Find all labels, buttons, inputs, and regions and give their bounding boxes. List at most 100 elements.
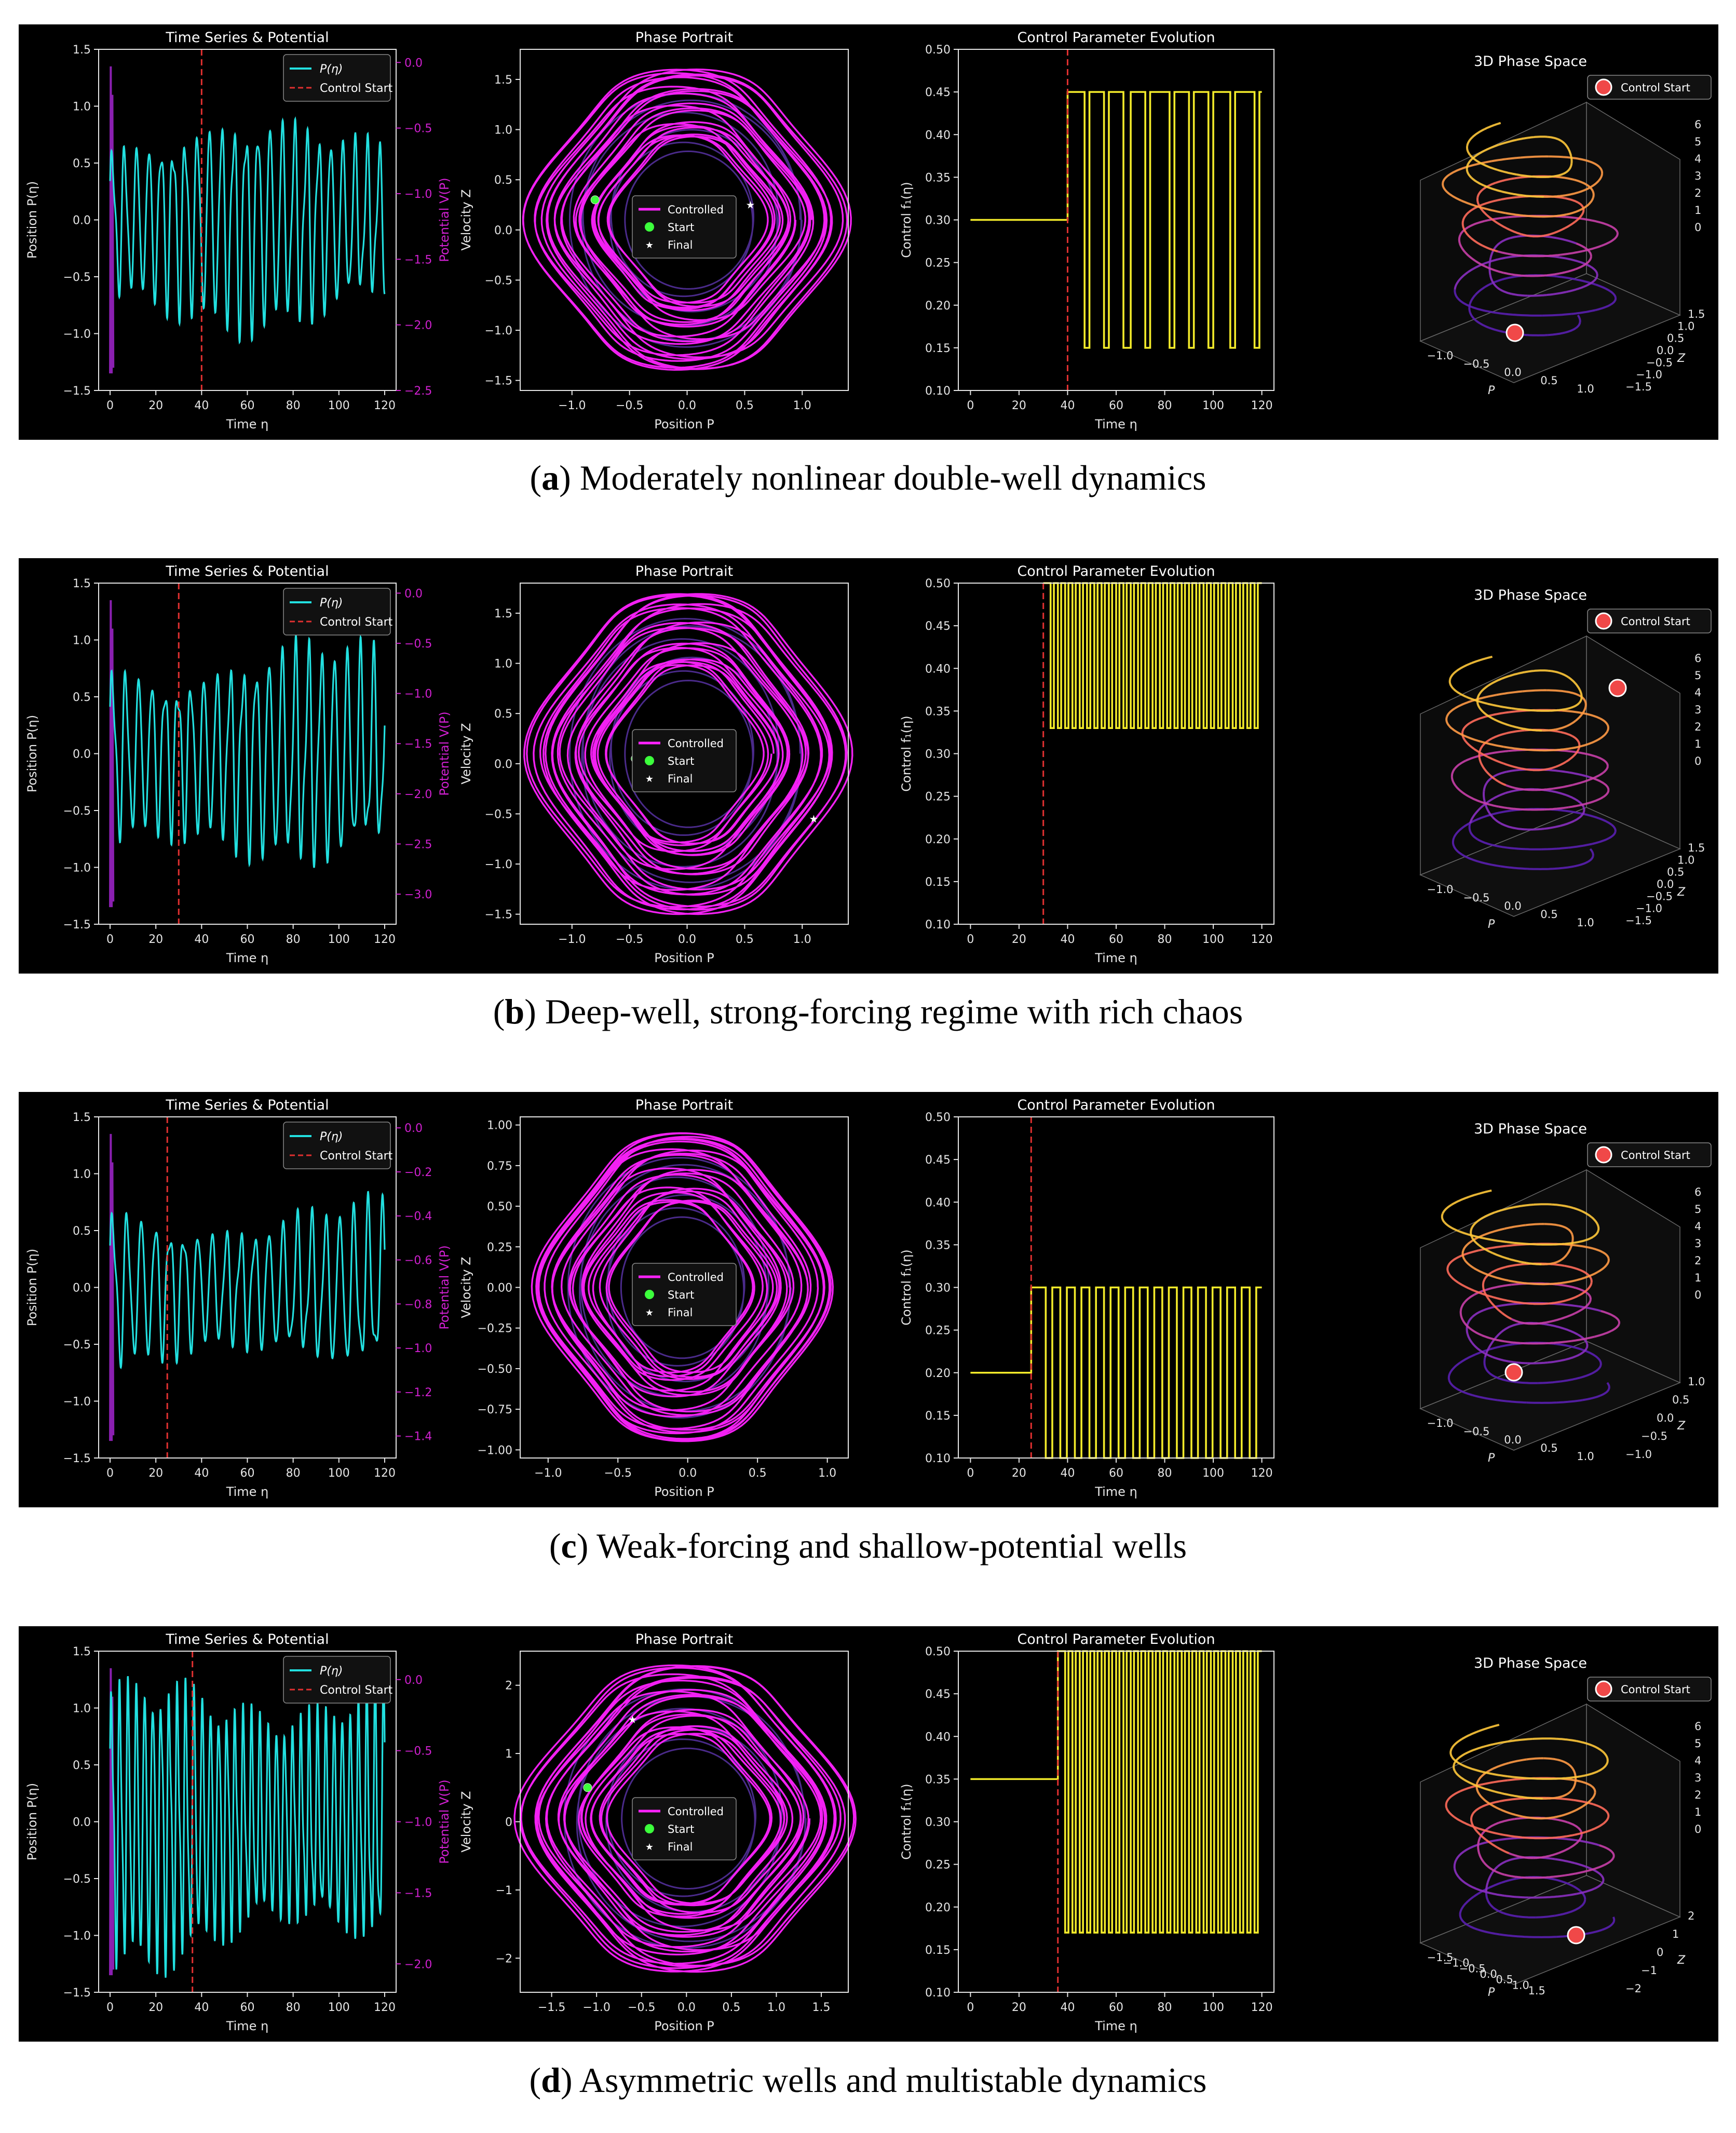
3d-trajectory-segment xyxy=(1493,1331,1502,1341)
x-tick-label: 60 xyxy=(240,1467,255,1480)
y-tick-label: −1.0 xyxy=(63,862,91,875)
y-tick-label: 0.45 xyxy=(925,1154,951,1167)
3d-trajectory-segment xyxy=(1453,846,1463,856)
y-tick-label: 1.0 xyxy=(73,634,91,647)
x-tick-label: 60 xyxy=(240,2001,255,2014)
3d-trajectory-segment xyxy=(1483,750,1509,756)
3d-trajectory-segment xyxy=(1463,1778,1482,1789)
3d-trajectory-segment xyxy=(1487,1801,1501,1811)
y-tick-label: 0.5 xyxy=(1667,332,1684,345)
3d-trajectory-segment xyxy=(1457,297,1469,307)
x-tick-label: 0 xyxy=(967,399,974,412)
3d-trajectory-segment xyxy=(1471,1236,1480,1247)
3d-trajectory-segment xyxy=(1459,1311,1464,1320)
y-tick-label: −1.0 xyxy=(404,688,432,701)
3d-trajectory-segment xyxy=(1498,805,1521,811)
control-start-marker xyxy=(1567,1926,1585,1945)
3d-trajectory-segment xyxy=(1456,662,1472,672)
3d-trajectory-segment xyxy=(1457,1230,1480,1238)
3d-trajectory-segment xyxy=(1482,182,1496,191)
3d-trajectory-segment xyxy=(1554,275,1577,281)
3d-trajectory-segment xyxy=(1559,672,1569,679)
3d-trajectory-segment xyxy=(1542,313,1571,317)
y-tick-label: −0.5 xyxy=(404,1745,432,1758)
phase-space-3d-panel: 3D Phase Space6543210−1.0−0.50.00.51.01.… xyxy=(1419,53,1712,397)
y-tick-label: −0.6 xyxy=(404,1254,432,1267)
z-tick-label: 3 xyxy=(1694,1237,1701,1250)
control-parameter-panel: Control Parameter Evolution 0 20 40 60 80 100 1… xyxy=(899,1097,1274,1499)
3d-trajectory-segment xyxy=(1453,1761,1456,1772)
3d-trajectory-segment xyxy=(1543,825,1561,830)
3d-trajectory-segment xyxy=(1535,787,1554,791)
x-tick-label: 1.5 xyxy=(1528,1985,1545,1997)
y-tick-label: 0.40 xyxy=(925,663,951,676)
3d-trajectory-segment xyxy=(1526,728,1542,732)
3d-trajectory-segment xyxy=(1595,284,1611,292)
y-tick-label: 1.0 xyxy=(494,124,512,137)
3d-trajectory-segment xyxy=(1472,1805,1483,1815)
y-tick-label: 0.15 xyxy=(925,342,951,355)
3d-trajectory-segment xyxy=(1442,173,1450,184)
3d-trajectory-segment xyxy=(1478,1793,1488,1803)
figure-row-d: Time Series & Potential 0 20 40 60 80 100 120 1.… xyxy=(19,1626,1718,2042)
3d-trajectory-segment xyxy=(1486,1821,1499,1830)
3d-trajectory-segment xyxy=(1460,199,1482,209)
3d-trajectory-segment xyxy=(1478,754,1482,764)
3d-trajectory-segment xyxy=(1580,1899,1586,1907)
x-tick-label: 60 xyxy=(1109,933,1123,946)
axes-title: Phase Portrait xyxy=(635,1631,733,1648)
3d-trajectory-segment xyxy=(1492,844,1515,849)
3d-trajectory-segment xyxy=(1548,331,1565,336)
3d-trajectory-segment xyxy=(1510,1835,1534,1839)
y-tick-label: 0.0 xyxy=(494,758,512,771)
3d-trajectory-segment xyxy=(1509,228,1522,236)
3d-trajectory-segment xyxy=(1582,1394,1601,1401)
y-tick-label: −0.4 xyxy=(404,1210,432,1223)
3d-trajectory-segment xyxy=(1494,718,1510,726)
3d-trajectory-segment xyxy=(1470,151,1483,161)
3d-trajectory-segment xyxy=(1615,1316,1620,1325)
3d-trajectory-segment xyxy=(1485,1839,1498,1848)
axis-label: Velocity Z xyxy=(459,723,473,784)
legend-swatch-final: ★ xyxy=(645,1307,654,1318)
3d-trajectory-segment xyxy=(1546,768,1570,774)
3d-trajectory-segment xyxy=(1478,1723,1500,1732)
3d-trajectory-segment xyxy=(1557,138,1566,144)
3d-trajectory-segment xyxy=(1491,809,1512,816)
x-tick-label: 0.5 xyxy=(1540,1442,1557,1454)
3d-trajectory-segment xyxy=(1473,748,1488,758)
z-tick-label: 5 xyxy=(1694,136,1701,148)
3d-trajectory-segment xyxy=(1508,1279,1529,1285)
3d-trajectory-segment xyxy=(1549,1281,1568,1285)
3d-trajectory-segment xyxy=(1493,771,1507,778)
x-tick-label: 80 xyxy=(1158,933,1172,946)
phase-space-3d-panel: 3D Phase Space6543210−1.0−0.50.00.51.01.… xyxy=(1419,1121,1712,1465)
3d-trajectory-segment xyxy=(1594,1330,1612,1338)
control-start-marker xyxy=(1504,1363,1523,1382)
axis-label: Time η xyxy=(226,417,269,431)
3d-trajectory-segment xyxy=(1564,327,1577,334)
figure-row-c: Time Series & Potential 0 20 40 60 80 100 120 1.… xyxy=(19,1092,1718,1507)
x-tick-label: 1.0 xyxy=(1577,383,1594,395)
3d-trajectory-segment xyxy=(1505,789,1520,794)
y-tick-label: 1.5 xyxy=(1688,842,1705,854)
y-tick-label: −1.00 xyxy=(478,1444,512,1457)
3d-trajectory-segment xyxy=(1463,739,1475,750)
3d-trajectory-segment xyxy=(1566,1788,1574,1795)
x-tick-label: 60 xyxy=(1109,2001,1123,2014)
z-tick-label: 0 xyxy=(1694,221,1701,234)
caption-text: Weak-forcing and shallow-potential wells xyxy=(596,1526,1187,1565)
3d-trajectory-segment xyxy=(1540,272,1559,277)
x-tick-label: 80 xyxy=(286,933,301,946)
3d-trajectory-segment xyxy=(1585,1341,1589,1349)
phase-portrait-panel: ★ Phase Portrait −1.0 −0.5 0.0 0.5 1.0 1.5 1.0 0.… xyxy=(459,563,853,965)
y-tick-label: −1.4 xyxy=(404,1430,432,1443)
x-tick-label: 0 xyxy=(106,933,114,946)
3d-trajectory-segment xyxy=(1562,168,1570,175)
3d-trajectory-segment xyxy=(1493,1296,1514,1303)
3d-trajectory-segment xyxy=(1484,122,1501,130)
axis-label: Velocity Z xyxy=(459,189,473,250)
axis-label: Potential V(P) xyxy=(437,1245,452,1329)
y-tick-label: 0.50 xyxy=(925,44,951,57)
